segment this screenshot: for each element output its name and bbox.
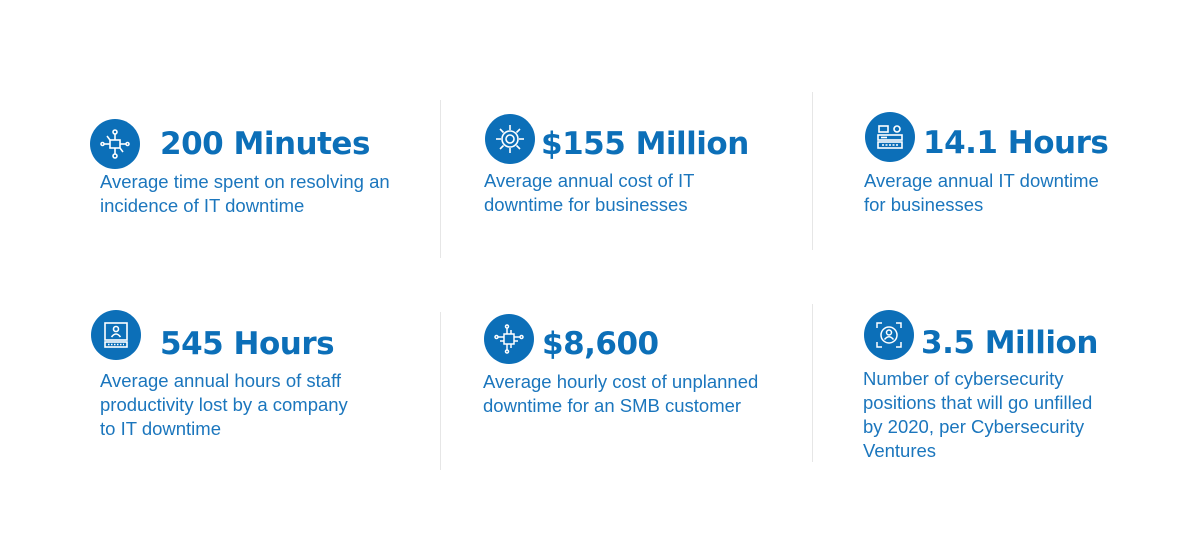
computer-user-icon <box>91 310 141 360</box>
column-divider <box>812 92 813 250</box>
stat-description: Average hourly cost of unplanned downtime… <box>483 371 759 416</box>
stat-value: 545 Hours <box>160 326 335 362</box>
user-target-icon <box>864 310 914 360</box>
column-divider <box>440 312 441 470</box>
stat-description: Average annual hours of staff productivit… <box>100 370 348 439</box>
stat-description: Number of cybersecurity positions that wi… <box>863 368 1093 461</box>
stat-value: $155 Million <box>541 126 749 162</box>
column-divider <box>812 304 813 462</box>
stat-value: $8,600 <box>542 326 659 362</box>
server-rack-icon <box>865 112 915 162</box>
column-divider <box>440 100 441 258</box>
stat-description: Average annual IT downtime for businesses <box>864 170 1099 215</box>
gear-circuit-icon <box>485 114 535 164</box>
circuit-icon <box>90 119 140 169</box>
stat-value: 200 Minutes <box>160 126 370 162</box>
stat-description: Average annual cost of IT downtime for bu… <box>484 170 695 215</box>
stat-value: 3.5 Million <box>921 325 1098 361</box>
stat-value: 14.1 Hours <box>923 125 1109 161</box>
stat-description: Average time spent on resolving an incide… <box>100 171 390 216</box>
chip-network-icon <box>484 314 534 364</box>
